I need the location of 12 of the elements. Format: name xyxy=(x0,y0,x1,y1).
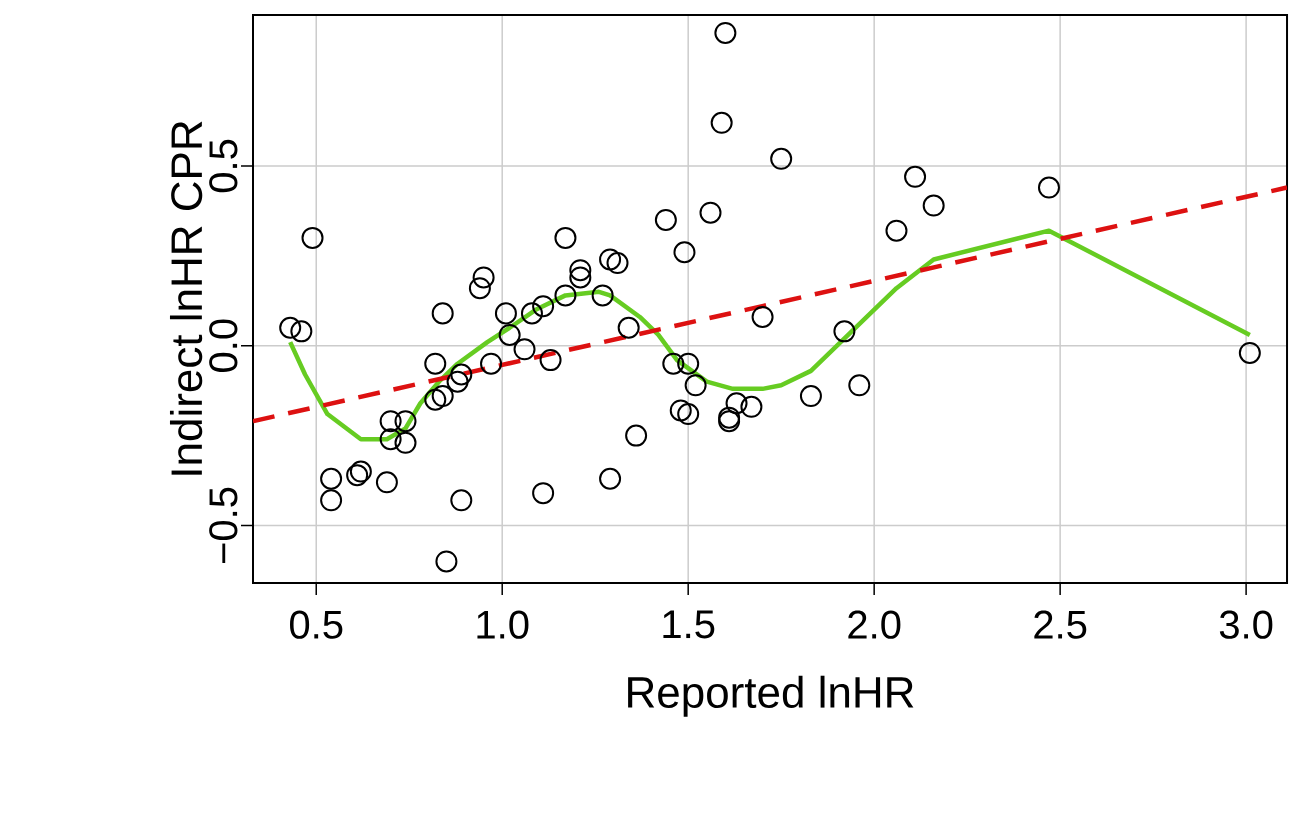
x-tick-label: 1.5 xyxy=(663,610,715,639)
x-tick-label: 2.0 xyxy=(848,610,901,639)
y-tick-label: 0.0 xyxy=(209,319,238,372)
y-tick-label: 0.5 xyxy=(209,139,238,193)
y-axis-title: Indirect lnHR CPR xyxy=(169,121,203,475)
x-axis-title: Reported lnHR xyxy=(628,675,914,717)
y-tick-label: −0.5 xyxy=(209,487,238,563)
x-tick-label: 0.5 xyxy=(290,610,343,639)
line-series xyxy=(287,228,1253,442)
x-tick-label: 3.0 xyxy=(1219,610,1273,639)
x-tick-label: 1.0 xyxy=(477,610,529,639)
x-tick-label: 2.5 xyxy=(1034,610,1087,639)
